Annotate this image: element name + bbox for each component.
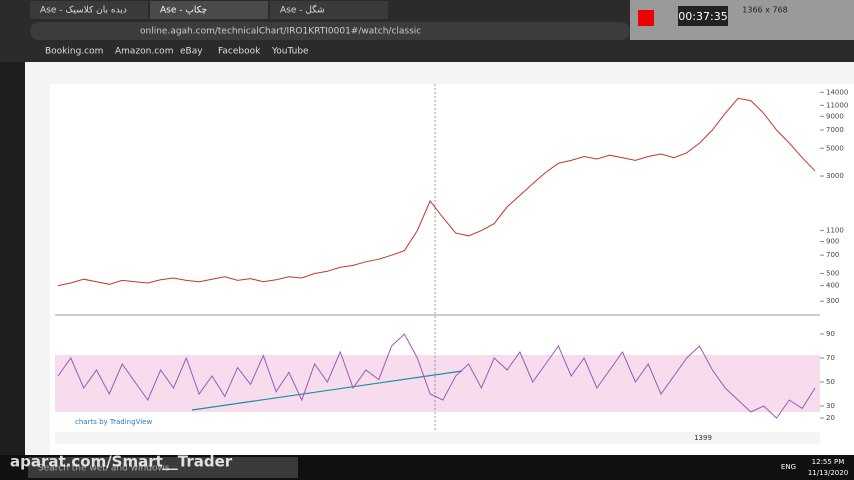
tab[interactable] <box>150 1 268 19</box>
series-line <box>57 333 816 419</box>
trend-line <box>191 370 463 411</box>
bookmark[interactable]: YouTube <box>271 47 309 57</box>
address-bar[interactable] <box>30 22 630 40</box>
y-tick-label: 70 <box>826 354 835 362</box>
search-box[interactable] <box>28 457 298 478</box>
time-axis <box>55 432 820 444</box>
clock-time: 12:55 PM <box>812 458 845 466</box>
rsi-band <box>55 355 820 412</box>
y-tick-label: 400 <box>826 282 839 290</box>
y-tick-label: 5000 <box>826 144 844 152</box>
y-tick-label: 90 <box>826 330 835 338</box>
bookmark[interactable]: Booking.com <box>45 47 103 57</box>
sidebar <box>0 62 25 455</box>
y-tick-label: 11000 <box>826 101 848 109</box>
recorder-resolution: 1366 x 768 <box>742 6 787 15</box>
y-tick-label: 30 <box>826 402 835 410</box>
credit: aparat.com/Smart__Trader <box>10 453 233 471</box>
y-tick-label: 1100 <box>826 227 844 235</box>
y-tick-label: 700 <box>826 251 839 259</box>
drawing-toolbar <box>25 84 50 455</box>
search-text: Search the web and windows <box>38 464 170 474</box>
recorder-time: 00:37:35 <box>678 10 727 23</box>
series-line <box>57 97 816 287</box>
record-button[interactable] <box>638 10 654 26</box>
language: ENG <box>781 463 796 471</box>
bookmark[interactable]: eBay <box>180 47 203 57</box>
y-tick-label: 50 <box>826 378 835 386</box>
bookmark[interactable]: Amazon.com <box>115 47 173 57</box>
watermark: charts by TradingView <box>75 418 152 426</box>
y-tick-label: 14000 <box>826 88 848 96</box>
y-tick-label: 20 <box>826 414 835 422</box>
chart-toolbar <box>25 62 854 84</box>
y-tick-label: 500 <box>826 269 839 277</box>
y-tick-label: 3000 <box>826 172 844 180</box>
tab-title: Ase - شگل <box>280 4 325 16</box>
tab[interactable] <box>30 1 148 19</box>
y-tick-label: 300 <box>826 297 839 305</box>
year-label: 1399 <box>694 434 712 442</box>
tab-title: Ase - دیده بان کلاسیک <box>40 6 127 16</box>
y-tick-label: 900 <box>826 238 839 246</box>
bookmark[interactable]: Facebook <box>218 47 261 57</box>
recorder <box>630 0 854 40</box>
url: online.agah.com/technicalChart/IRO1KRTI0… <box>140 27 421 37</box>
y-tick-label: 9000 <box>826 112 844 120</box>
y-tick-label: 7000 <box>826 126 844 134</box>
tab-title: Ase - چکاپ <box>160 6 207 16</box>
tab[interactable] <box>270 1 388 19</box>
clock-date: 11/13/2020 <box>808 469 848 477</box>
recorder-clock <box>678 6 728 26</box>
